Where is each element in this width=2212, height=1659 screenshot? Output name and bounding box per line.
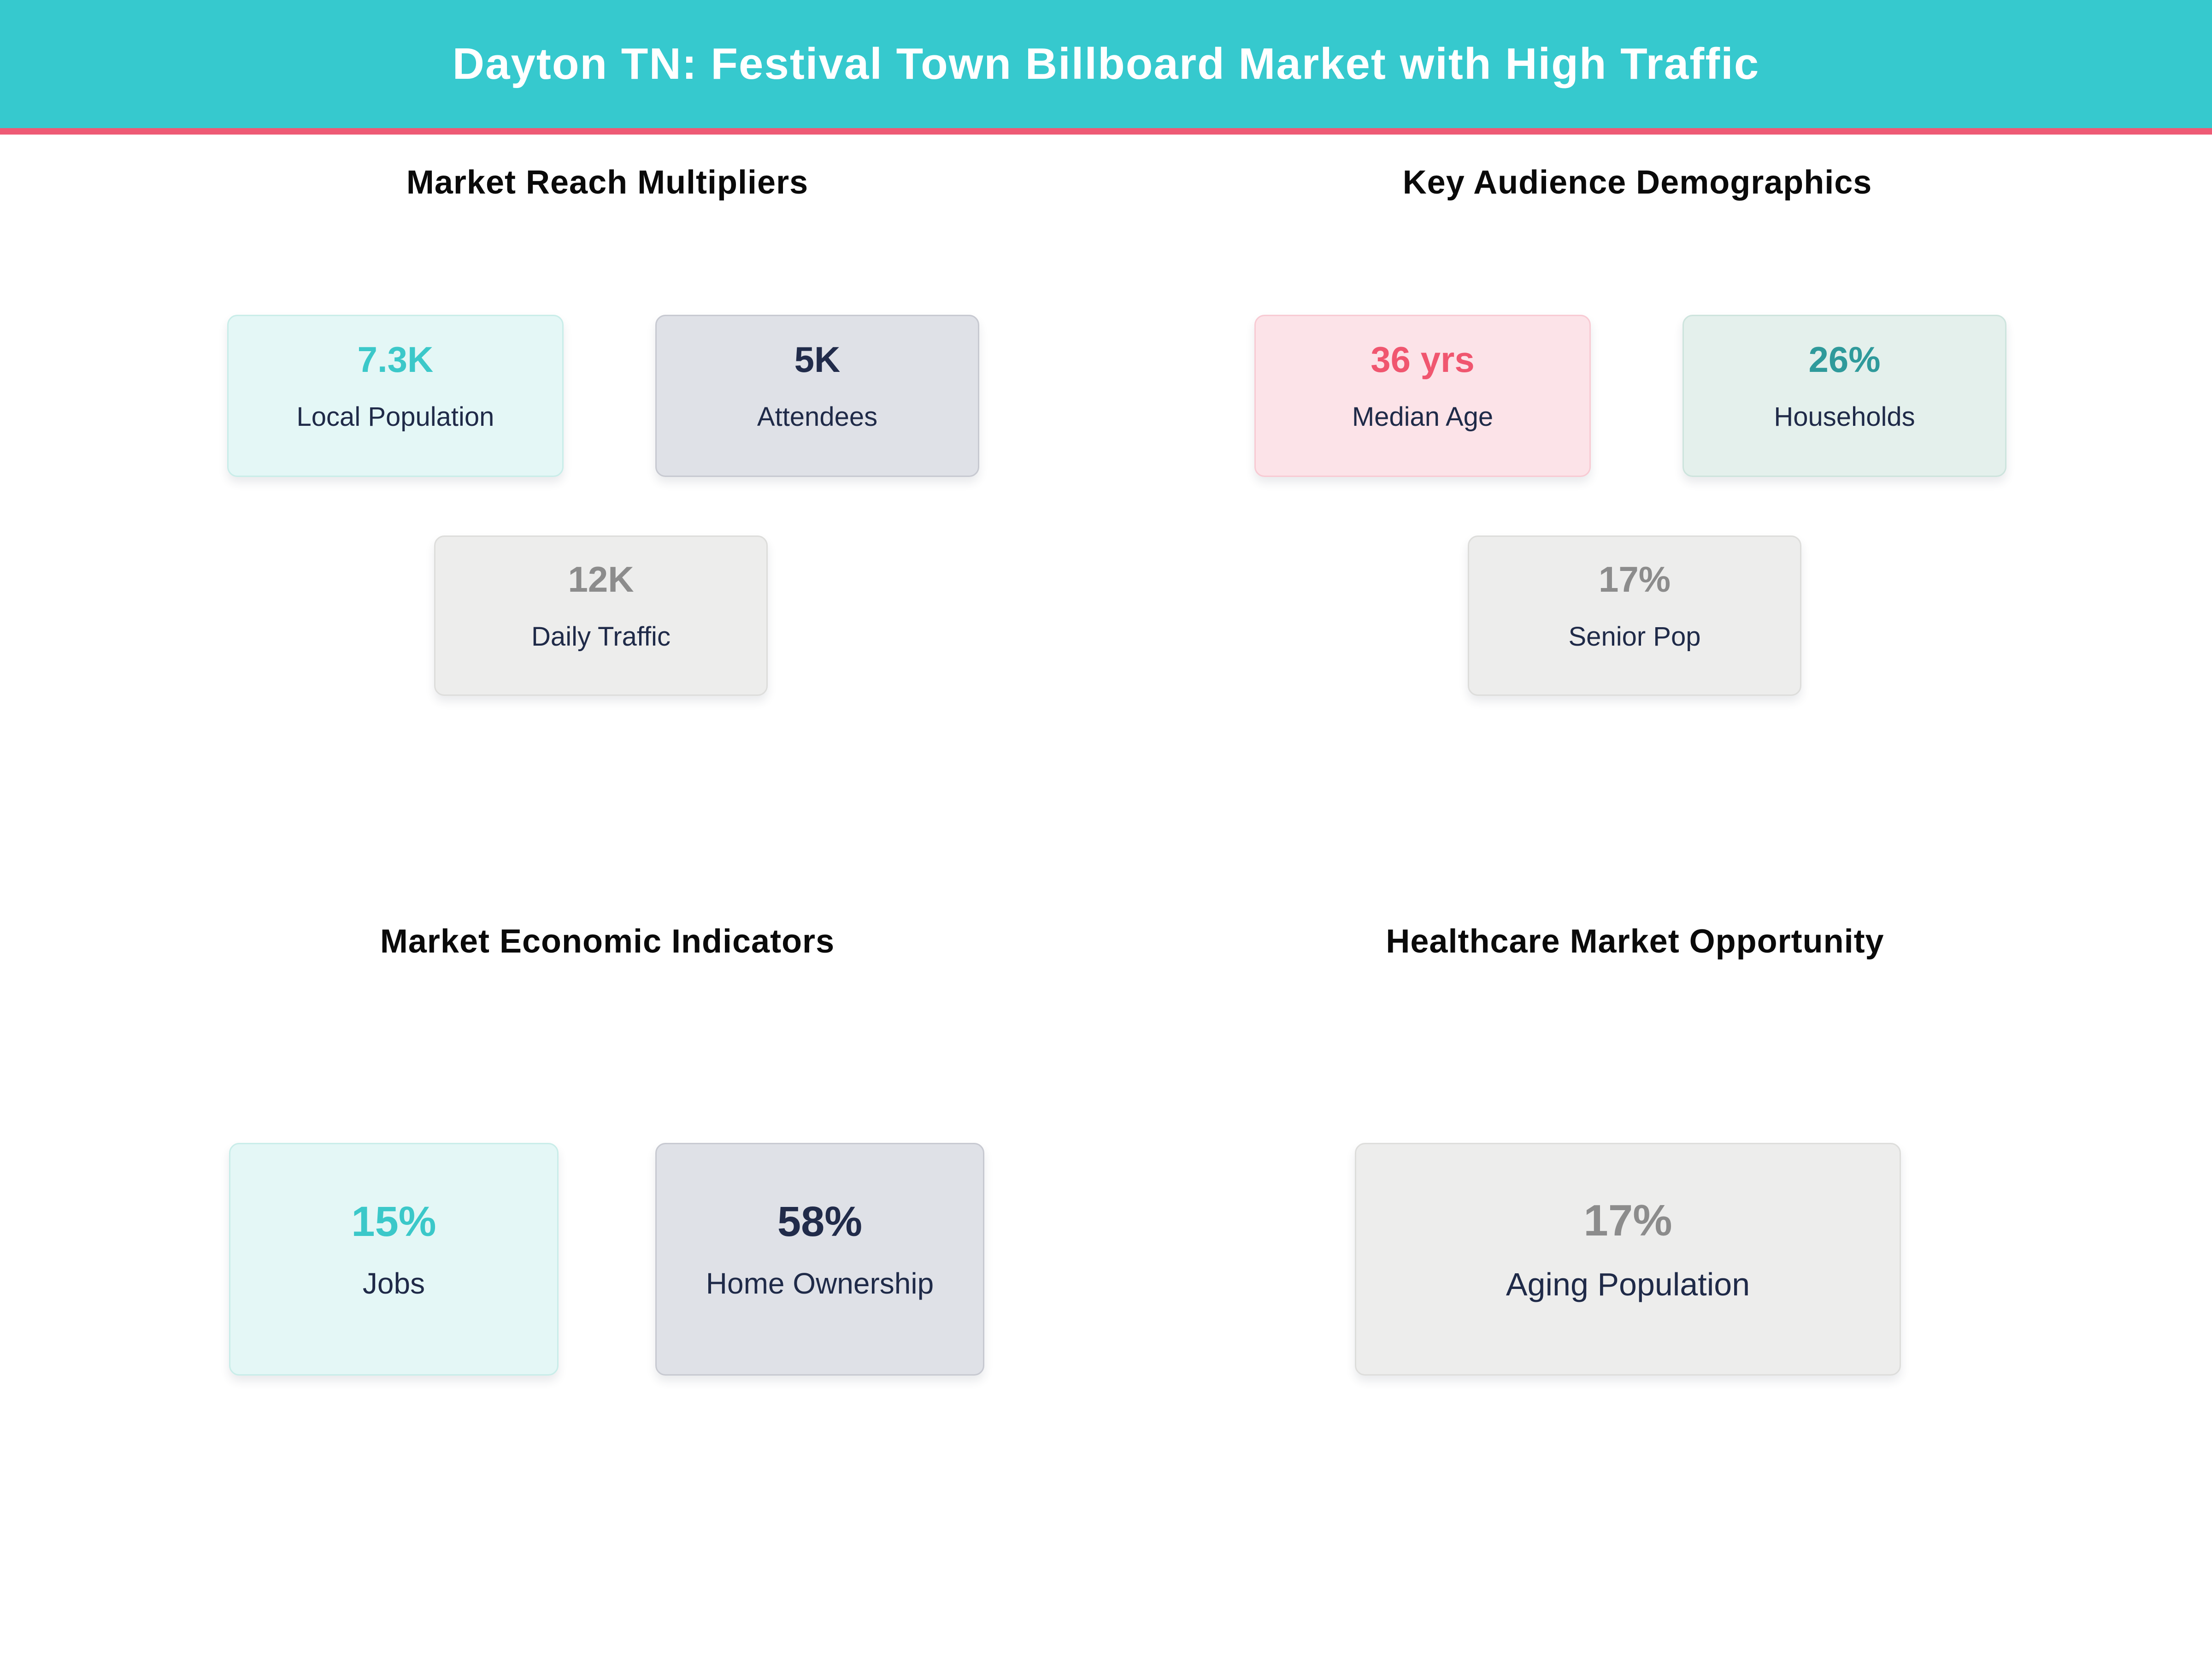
stat-card-attendees: 5K Attendees [655, 315, 979, 477]
stat-value: 36 yrs [1371, 339, 1475, 380]
stat-card-median-age: 36 yrs Median Age [1254, 315, 1591, 477]
stat-card-jobs: 15% Jobs [229, 1143, 559, 1376]
stat-value: 7.3K [357, 339, 434, 380]
stat-value: 12K [568, 559, 634, 600]
stat-label: Median Age [1352, 402, 1494, 432]
stat-card-senior-pop: 17% Senior Pop [1468, 535, 1801, 696]
stat-value: 5K [794, 339, 841, 380]
section-title-market-reach: Market Reach Multipliers [406, 164, 809, 201]
stat-value: 17% [1598, 559, 1671, 600]
stat-label: Local Population [296, 402, 494, 432]
stat-label: Aging Population [1506, 1266, 1750, 1303]
stat-card-home-ownership: 58% Home Ownership [655, 1143, 984, 1376]
stat-card-daily-traffic: 12K Daily Traffic [434, 535, 768, 696]
section-title-economic-indicators: Market Economic Indicators [380, 923, 835, 960]
stat-value: 26% [1808, 339, 1881, 380]
section-title-healthcare-opportunity: Healthcare Market Opportunity [1386, 923, 1884, 960]
stat-label: Daily Traffic [531, 622, 671, 652]
stat-label: Jobs [362, 1267, 425, 1300]
stat-label: Senior Pop [1568, 622, 1701, 652]
stat-value: 15% [351, 1198, 436, 1245]
stat-value: 17% [1583, 1195, 1672, 1245]
stat-card-households: 26% Households [1683, 315, 2006, 477]
stat-label: Households [1774, 402, 1915, 432]
stat-card-aging-population: 17% Aging Population [1355, 1143, 1901, 1376]
header-banner: Dayton TN: Festival Town Billboard Marke… [0, 0, 2212, 135]
stat-label: Attendees [757, 402, 878, 432]
section-title-audience-demographics: Key Audience Demographics [1402, 164, 1872, 201]
stat-card-local-population: 7.3K Local Population [227, 315, 564, 477]
stat-label: Home Ownership [706, 1267, 934, 1300]
page-title: Dayton TN: Festival Town Billboard Marke… [452, 39, 1760, 88]
stat-value: 58% [777, 1198, 863, 1245]
